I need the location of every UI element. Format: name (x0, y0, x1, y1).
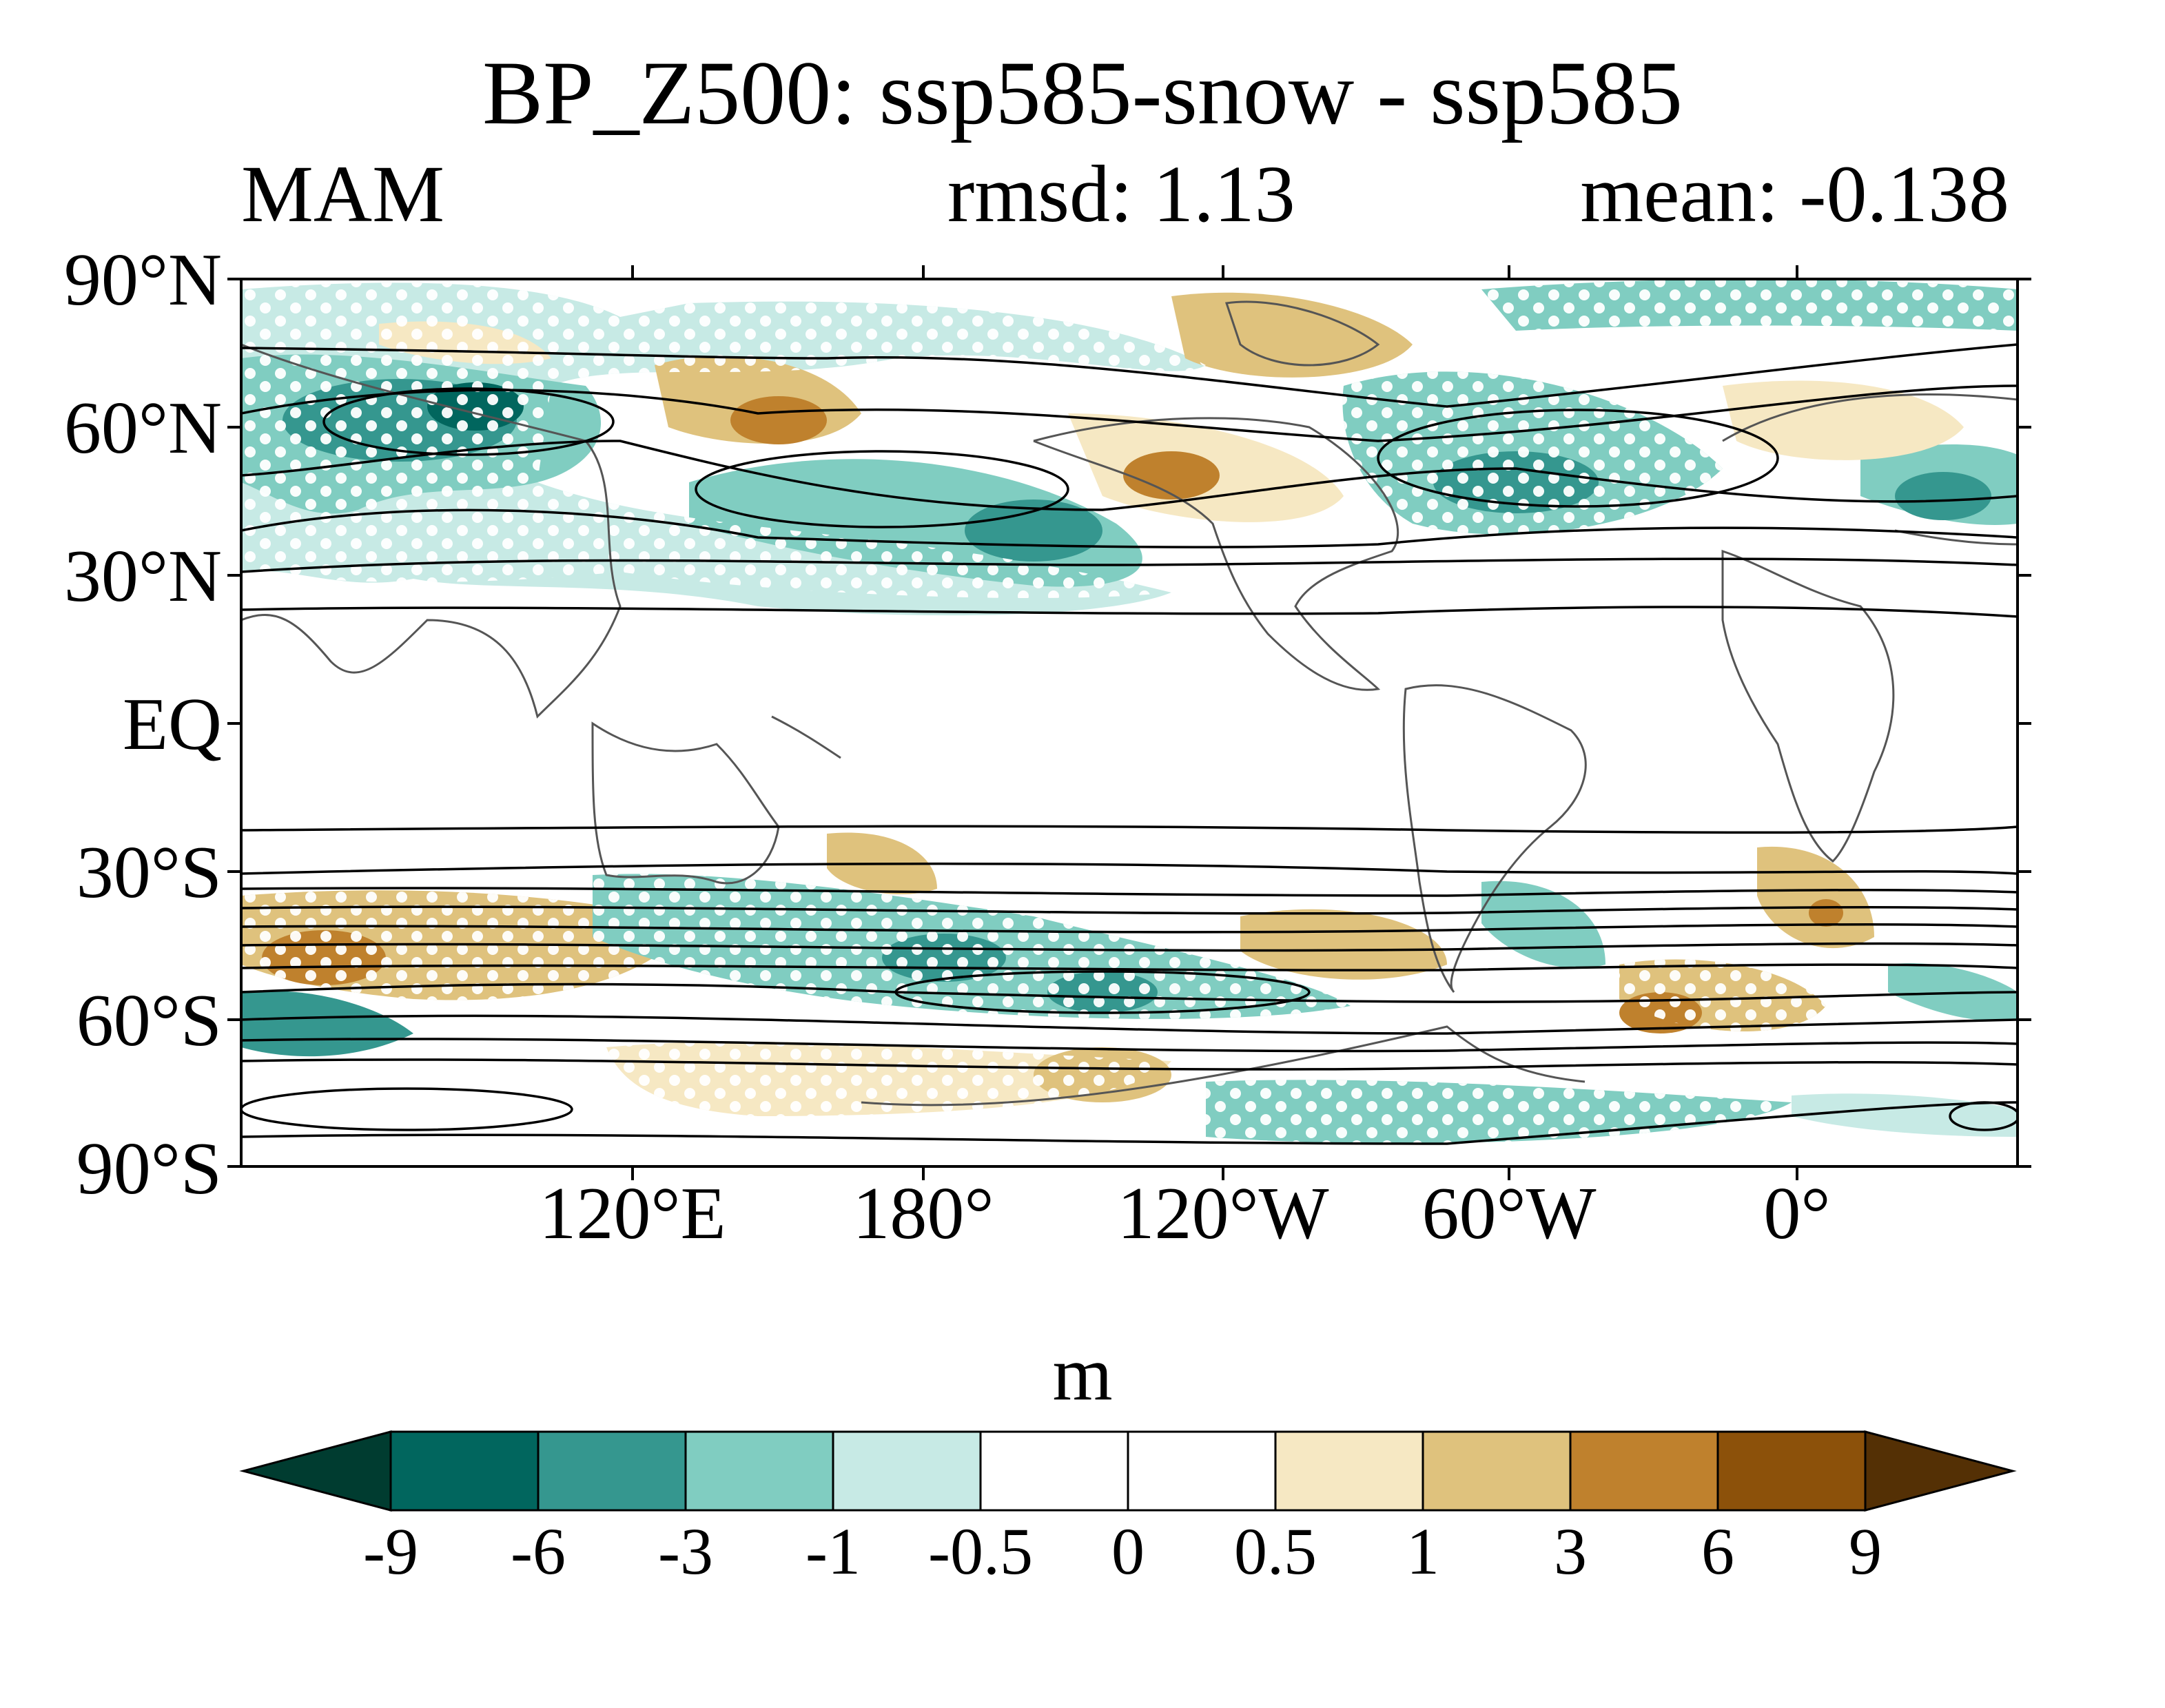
lon-label-60w: 60°W (1422, 1173, 1597, 1255)
colorbar-label: -9 (363, 1514, 418, 1588)
lon-label-180: 180° (852, 1173, 994, 1255)
rmsd-label: rmsd: 1.13 (947, 149, 1295, 239)
lat-label-90s: 90°S (76, 1128, 222, 1210)
lat-label-eq: EQ (123, 683, 222, 765)
colorbar-units: m (1052, 1331, 1113, 1417)
lat-label-90n: 90°N (63, 239, 222, 321)
colorbar-label: 0.5 (1234, 1514, 1317, 1588)
map-title: BP_Z500: ssp585-snow - ssp585 (482, 42, 1683, 143)
colorbar-label: 3 (1554, 1514, 1587, 1588)
colorbar-swatch (389, 1430, 540, 1512)
colorbar-swatch (1716, 1430, 1867, 1512)
colorbar-label: 6 (1701, 1514, 1734, 1588)
colorbar-label: 1 (1406, 1514, 1439, 1588)
colorbar-label: -6 (511, 1514, 566, 1588)
lat-label-60n: 60°N (63, 387, 222, 469)
colorbar-label: 9 (1849, 1514, 1882, 1588)
season-label: MAM (241, 149, 445, 239)
lon-label-120w: 120°W (1117, 1173, 1329, 1255)
climatology-contours (241, 343, 2018, 1145)
colorbar-swatch (1274, 1430, 1424, 1512)
lat-label-30s: 30°S (76, 832, 222, 914)
mean-label: mean: -0.138 (1580, 149, 2009, 239)
colorbar-label: -3 (658, 1514, 713, 1588)
lon-label-120e: 120°E (539, 1173, 726, 1255)
colorbar-swatch (1127, 1430, 1277, 1512)
axis-ticks (227, 265, 2031, 1180)
colorbar-extend-left (239, 1430, 392, 1512)
colorbar-swatch (1569, 1430, 1719, 1512)
colorbar-swatch (979, 1430, 1129, 1512)
colorbar-swatch (684, 1430, 834, 1512)
colorbar-extend-right (1864, 1430, 2017, 1512)
map-plot-area (241, 279, 2018, 1166)
colorbar-swatch (832, 1430, 982, 1512)
colorbar-swatch (1422, 1430, 1572, 1512)
lat-label-60s: 60°S (76, 980, 222, 1062)
colorbar (239, 1430, 2017, 1512)
colorbar-swatch (537, 1430, 687, 1512)
lon-label-0: 0° (1763, 1173, 1831, 1255)
lat-label-30n: 30°N (63, 535, 222, 617)
colorbar-label: 0 (1111, 1514, 1145, 1588)
colorbar-label: -0.5 (928, 1514, 1033, 1588)
colorbar-label: -1 (806, 1514, 861, 1588)
